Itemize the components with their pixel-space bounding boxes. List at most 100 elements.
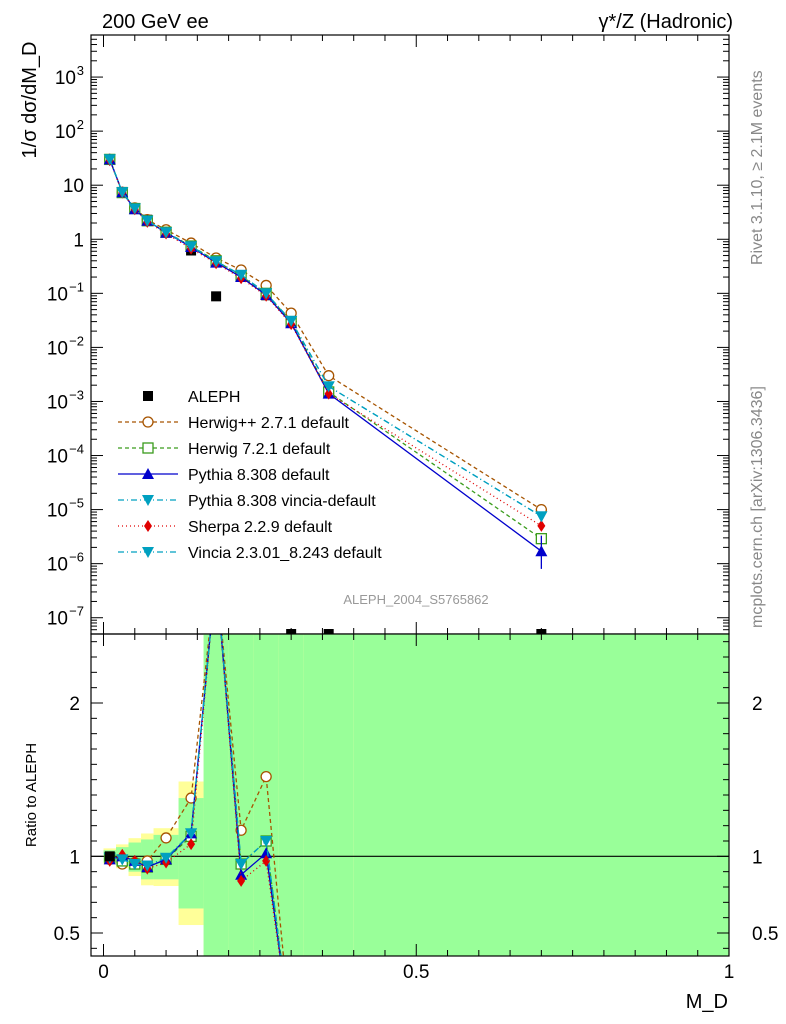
mcplots-label: mcplots.cern.ch [arXiv:1306.3436]	[749, 386, 766, 628]
data-point	[322, 381, 335, 393]
ratio-point	[160, 832, 172, 844]
y-tick-label: 1	[73, 230, 84, 251]
legend-marker	[142, 442, 154, 454]
y-tick-label: 10	[47, 338, 68, 359]
legend-item: ALEPH	[143, 389, 240, 406]
legend-label: ALEPH	[188, 389, 240, 406]
data-point	[324, 387, 333, 400]
uncertainty-band-1sigma	[178, 798, 204, 909]
series-vincia-2-3-01-8-243-default	[103, 154, 548, 523]
y-tick-label-exponent: −4	[69, 442, 84, 457]
data-point	[116, 187, 129, 199]
ratio-point	[128, 859, 141, 870]
header-left-label: 200 GeV ee	[102, 11, 209, 33]
x-axis-label: M_D	[686, 991, 728, 1013]
series-herwig-2-7-1-default	[104, 153, 548, 516]
y-tick-label-exponent: −2	[69, 333, 84, 348]
ratio-reference-points	[104, 851, 115, 862]
ratio-point	[187, 838, 196, 851]
data-point	[260, 288, 273, 300]
data-point	[535, 545, 548, 557]
data-point	[235, 269, 248, 281]
data-point	[160, 227, 173, 239]
data-point	[210, 256, 223, 268]
legend-marker	[142, 416, 154, 428]
x-tick-label: 1	[724, 962, 735, 983]
y-tick-label: 10	[47, 447, 68, 468]
y-tick-label-exponent: −5	[69, 496, 84, 511]
ratio-point	[260, 770, 272, 783]
data-point	[128, 203, 141, 215]
header-right-label: γ*/Z (Hadronic)	[599, 11, 733, 33]
ratio-point	[116, 854, 129, 866]
y-tick-label-exponent: −1	[69, 279, 84, 294]
legend-label: Pythia 8.308 vincia-default	[188, 493, 376, 510]
uncertainty-band-1sigma	[353, 634, 729, 956]
y-tick-label-exponent: −3	[69, 387, 84, 402]
ratio-line	[109, 634, 281, 956]
uncertainty-band-1sigma	[203, 634, 229, 956]
ratio-y-tick-label-right: 0.5	[752, 924, 778, 945]
legend-item: Vincia 2.3.01_8.243 default	[118, 545, 382, 562]
legend-item: Pythia 8.308 default	[118, 467, 330, 484]
legend-label: Vincia 2.3.01_8.243 default	[188, 545, 382, 562]
legend-marker	[142, 468, 154, 479]
analysis-label: ALEPH_2004_S5765862	[343, 592, 488, 607]
y-tick-label: 10	[63, 176, 84, 197]
ratio-panel: 0.5 0.5 1 1 2 2 0 0.5 1	[54, 633, 778, 983]
data-point	[536, 629, 547, 634]
ratio-point	[160, 852, 173, 864]
main-frame	[90, 34, 730, 635]
y-tick-label-exponent: 2	[77, 117, 84, 132]
rivet-label: Rivet 3.1.10, ≥ 2.1M events	[749, 70, 766, 265]
uncertainty-band-1sigma	[228, 634, 254, 956]
y-tick-label: 10	[47, 392, 68, 413]
data-point	[537, 519, 546, 532]
data-point	[285, 315, 298, 327]
data-point	[185, 241, 198, 253]
ratio-point	[185, 792, 197, 804]
ratio-line	[109, 634, 285, 956]
uncertainty-band-1sigma	[303, 634, 354, 956]
legend-label: Herwig 7.2.1 default	[188, 441, 331, 458]
ratio-point	[185, 828, 198, 840]
legend-item: Sherpa 2.2.9 default	[118, 519, 333, 536]
legend: ALEPH Herwig++ 2.7.1 default Herwig 7.2.1 …	[118, 389, 382, 562]
ratio-frame	[90, 633, 730, 957]
reference-point	[104, 851, 115, 862]
y-tick-label: 10	[55, 68, 76, 89]
data-point	[141, 215, 154, 227]
ratio-y-tick-label-right: 2	[752, 694, 763, 715]
ratio-line	[109, 634, 281, 956]
x-tick-label: 0	[98, 962, 109, 983]
y-tick-label: 10	[47, 501, 68, 522]
main-ylabel: 1/σ dσ/dM_D	[19, 42, 41, 159]
series-herwig-7-2-1-default	[104, 153, 548, 545]
ratio-point	[260, 847, 273, 859]
data-point	[323, 370, 335, 382]
ratio-ylabel: Ratio to ALEPH	[23, 743, 40, 847]
data-point	[103, 154, 116, 166]
data-point	[211, 291, 222, 302]
legend-item: Pythia 8.308 vincia-default	[118, 493, 376, 510]
legend-marker	[142, 547, 154, 558]
ratio-point	[235, 859, 248, 870]
data-point	[323, 629, 334, 634]
ratio-y-tick-label: 1	[69, 847, 80, 868]
ratio-point	[237, 874, 246, 887]
legend-label: Pythia 8.308 default	[188, 467, 330, 484]
y-tick-label: 10	[47, 555, 68, 576]
legend-marker	[142, 495, 154, 506]
legend-item: Herwig++ 2.7.1 default	[118, 415, 350, 432]
uncertainty-band-1sigma	[278, 634, 304, 956]
x-tick-label: 0.5	[403, 962, 429, 983]
y-tick-label-exponent: 3	[77, 63, 84, 78]
legend-marker	[143, 391, 153, 401]
legend-label: Herwig++ 2.7.1 default	[188, 415, 350, 432]
ratio-point	[235, 868, 248, 880]
series-line	[109, 159, 542, 517]
ratio-point	[141, 860, 154, 872]
y-tick-label-exponent: −7	[69, 604, 84, 619]
ratio-point	[262, 854, 271, 867]
